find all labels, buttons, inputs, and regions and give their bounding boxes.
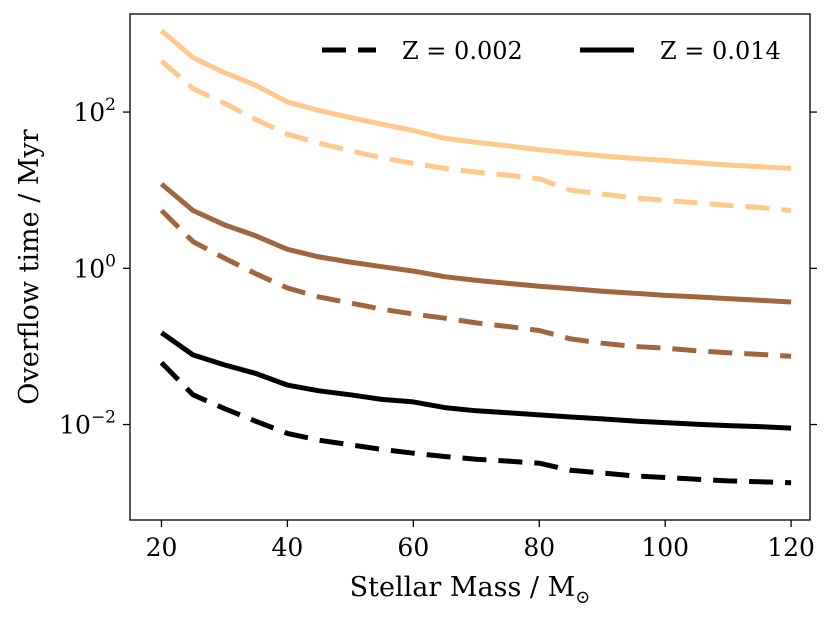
series-line-3: [159, 182, 792, 305]
y-tick-label: 100: [73, 251, 116, 283]
x-tick-label: 100: [641, 533, 689, 562]
x-axis-label: Stellar Mass / M⊙: [350, 572, 591, 608]
legend: Z = 0.002 Z = 0.014: [322, 37, 781, 65]
x-tick-label: 60: [397, 533, 429, 562]
y-tick-label-base: 10: [59, 411, 91, 440]
series-line-6: [159, 360, 792, 486]
y-axis-label: Overflow time / Myr: [14, 129, 45, 404]
x-tick-label: 80: [523, 533, 555, 562]
x-tick-label: 20: [146, 533, 178, 562]
y-tick-label: 10−2: [59, 408, 116, 440]
series-line-2: [159, 59, 792, 213]
y-tick-label-exponent: 0: [105, 251, 116, 271]
x-tick-label: 120: [767, 533, 815, 562]
x-tick-label: 40: [272, 533, 304, 562]
y-tick-label-base: 10: [73, 254, 105, 283]
series-line-5: [160, 330, 792, 431]
y-tick-label-exponent: 2: [105, 95, 116, 115]
plot-frame: [129, 13, 811, 521]
legend-label-2: Z = 0.014: [660, 37, 781, 65]
x-axis-label-text: Stellar Mass / M: [350, 572, 576, 603]
legend-label-1: Z = 0.002: [402, 37, 523, 65]
y-tick-label-base: 10: [73, 98, 105, 127]
y-tick-label-exponent: −2: [91, 408, 116, 428]
series-line-4: [159, 208, 792, 359]
x-axis-label-subscript: ⊙: [575, 587, 590, 608]
series-line-1: [159, 28, 792, 171]
series-layer: [159, 28, 792, 486]
y-tick-label: 102: [73, 95, 116, 127]
